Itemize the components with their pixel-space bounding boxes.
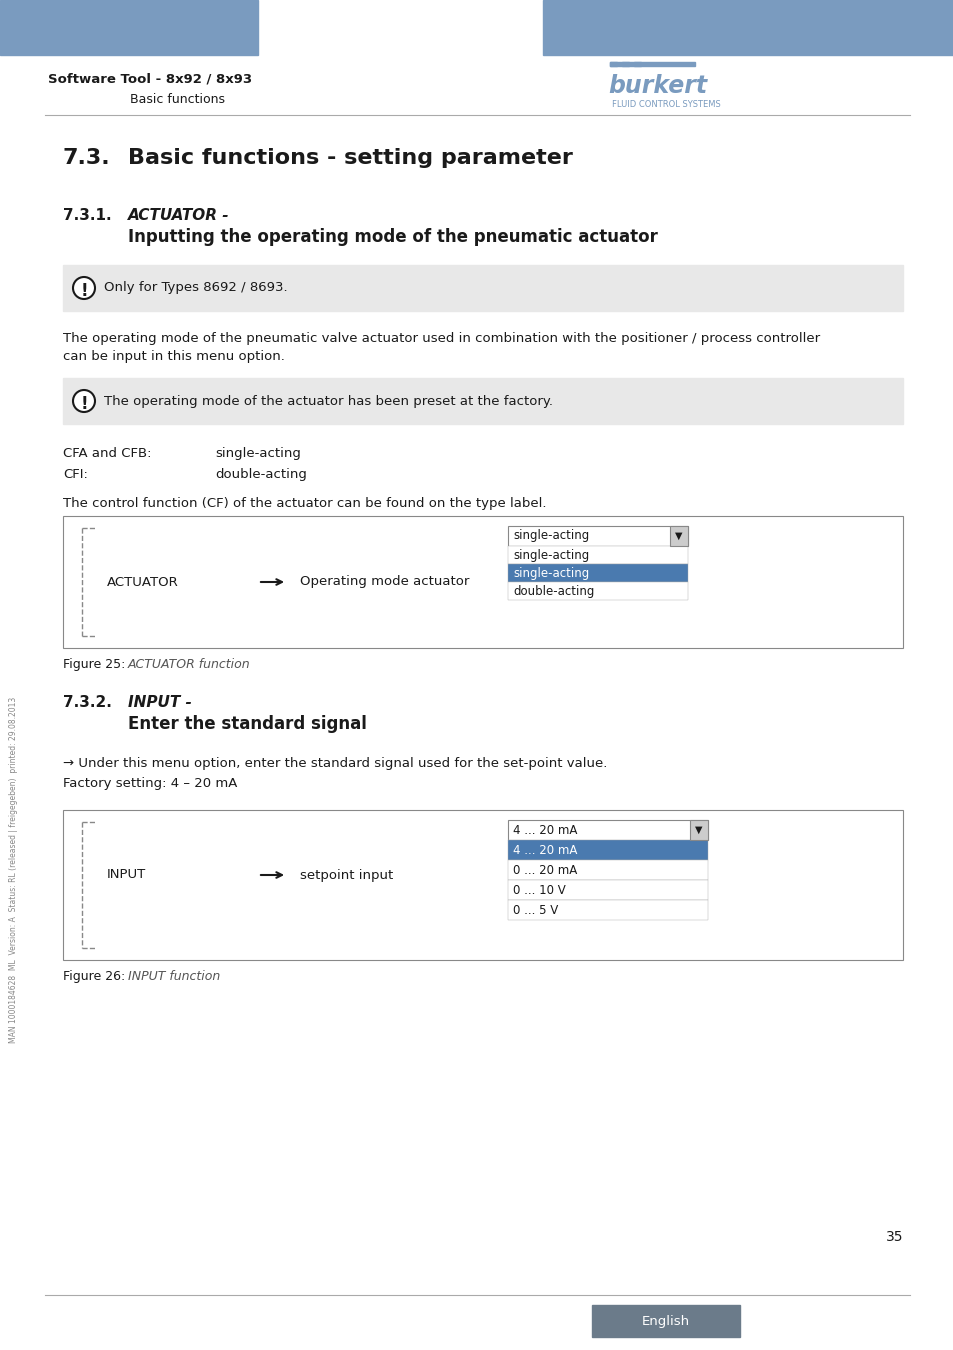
Text: INPUT -: INPUT - xyxy=(128,695,192,710)
Text: can be input in this menu option.: can be input in this menu option. xyxy=(63,350,285,363)
Bar xyxy=(609,62,617,66)
Text: single-acting: single-acting xyxy=(214,447,300,460)
Bar xyxy=(507,840,707,860)
Text: double-acting: double-acting xyxy=(513,585,594,598)
Text: ACTUATOR: ACTUATOR xyxy=(107,575,178,589)
Bar xyxy=(507,819,707,840)
Bar xyxy=(689,819,707,840)
Text: 0 ... 20 mA: 0 ... 20 mA xyxy=(513,864,577,876)
Text: → Under this menu option, enter the standard signal used for the set-point value: → Under this menu option, enter the stan… xyxy=(63,757,607,769)
Text: 4 ... 20 mA: 4 ... 20 mA xyxy=(513,844,577,856)
Text: !: ! xyxy=(80,282,88,300)
Text: setpoint input: setpoint input xyxy=(299,868,393,882)
Text: 4 ... 20 mA: 4 ... 20 mA xyxy=(513,824,577,837)
Text: single-acting: single-acting xyxy=(513,548,589,562)
Bar xyxy=(63,516,902,648)
Bar xyxy=(507,860,707,880)
Bar xyxy=(63,378,902,424)
Text: ACTUATOR -: ACTUATOR - xyxy=(128,208,230,223)
Text: English: English xyxy=(641,1315,689,1327)
Bar xyxy=(507,880,707,900)
Text: INPUT function: INPUT function xyxy=(128,971,220,983)
Text: Inputting the operating mode of the pneumatic actuator: Inputting the operating mode of the pneu… xyxy=(128,228,658,246)
Bar xyxy=(507,900,707,919)
Bar xyxy=(542,0,953,55)
Text: 0 ... 10 V: 0 ... 10 V xyxy=(513,883,565,896)
Bar xyxy=(507,582,687,599)
Text: Only for Types 8692 / 8693.: Only for Types 8692 / 8693. xyxy=(104,282,287,294)
Bar xyxy=(507,564,687,582)
Text: Figure 25:: Figure 25: xyxy=(63,657,125,671)
Text: ▼: ▼ xyxy=(695,825,702,836)
Bar xyxy=(507,526,687,545)
Text: burkert: burkert xyxy=(607,74,706,99)
Text: CFI:: CFI: xyxy=(63,468,88,481)
Text: Enter the standard signal: Enter the standard signal xyxy=(128,716,367,733)
Text: ACTUATOR function: ACTUATOR function xyxy=(128,657,251,671)
Text: double-acting: double-acting xyxy=(214,468,307,481)
Text: The control function (CF) of the actuator can be found on the type label.: The control function (CF) of the actuato… xyxy=(63,497,546,510)
Text: 7.3.2.: 7.3.2. xyxy=(63,695,112,710)
Text: FLUID CONTROL SYSTEMS: FLUID CONTROL SYSTEMS xyxy=(612,100,720,109)
Text: Software Tool - 8x92 / 8x93: Software Tool - 8x92 / 8x93 xyxy=(48,72,252,85)
Text: The operating mode of the actuator has been preset at the factory.: The operating mode of the actuator has b… xyxy=(104,394,553,408)
Bar xyxy=(609,62,695,66)
Text: single-acting: single-acting xyxy=(513,529,589,543)
Text: CFA and CFB:: CFA and CFB: xyxy=(63,447,152,460)
Text: INPUT: INPUT xyxy=(107,868,146,882)
Text: Factory setting: 4 – 20 mA: Factory setting: 4 – 20 mA xyxy=(63,778,237,790)
Text: 0 ... 5 V: 0 ... 5 V xyxy=(513,903,558,917)
Text: MAN 1000184628  ML  Version: A  Status: RL (released | freigegeben)  printed: 29: MAN 1000184628 ML Version: A Status: RL … xyxy=(10,697,18,1044)
Text: 7.3.: 7.3. xyxy=(63,148,111,167)
Text: Basic functions: Basic functions xyxy=(130,93,225,107)
Text: single-acting: single-acting xyxy=(513,567,589,579)
Text: ▼: ▼ xyxy=(675,531,682,541)
Text: 7.3.1.: 7.3.1. xyxy=(63,208,112,223)
Bar xyxy=(621,62,628,66)
Text: !: ! xyxy=(80,396,88,413)
Bar xyxy=(634,62,640,66)
Text: 35: 35 xyxy=(884,1230,902,1243)
Bar xyxy=(0,0,257,55)
Circle shape xyxy=(73,390,95,412)
Text: Figure 26:: Figure 26: xyxy=(63,971,125,983)
Bar xyxy=(592,1305,740,1336)
Bar xyxy=(63,810,902,960)
Bar xyxy=(507,545,687,564)
Circle shape xyxy=(73,277,95,298)
Text: Basic functions - setting parameter: Basic functions - setting parameter xyxy=(128,148,572,167)
Text: Operating mode actuator: Operating mode actuator xyxy=(299,575,469,589)
Text: The operating mode of the pneumatic valve actuator used in combination with the : The operating mode of the pneumatic valv… xyxy=(63,332,820,346)
Bar xyxy=(669,526,687,545)
Bar xyxy=(63,265,902,310)
